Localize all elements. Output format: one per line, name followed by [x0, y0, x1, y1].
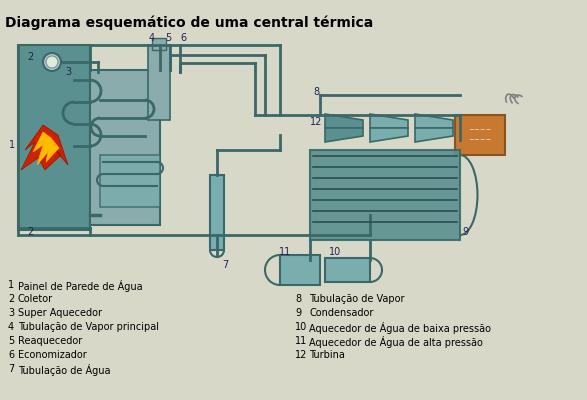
Text: 3: 3	[8, 308, 14, 318]
Text: Condensador: Condensador	[309, 308, 373, 318]
Text: 8: 8	[313, 87, 319, 97]
Bar	[152, 38, 166, 50]
Text: 7: 7	[8, 364, 14, 374]
Text: 2: 2	[27, 52, 33, 62]
Text: 7: 7	[222, 260, 228, 270]
Text: ~~~~: ~~~~	[468, 127, 492, 133]
Bar	[310, 150, 460, 240]
Text: 12: 12	[295, 350, 308, 360]
Text: 5: 5	[165, 33, 171, 43]
Text: Diagrama esquemático de uma central térmica: Diagrama esquemático de uma central térm…	[5, 15, 373, 30]
Text: Tubulação de Vapor principal: Tubulação de Vapor principal	[18, 322, 159, 332]
Text: Tubulação de Água: Tubulação de Água	[18, 364, 110, 376]
Bar	[280, 255, 320, 285]
Text: 9: 9	[295, 308, 301, 318]
Text: 10: 10	[295, 322, 307, 332]
Text: Aquecedor de Água de alta pressão: Aquecedor de Água de alta pressão	[309, 336, 483, 348]
Text: 11: 11	[279, 247, 291, 257]
Polygon shape	[370, 114, 408, 128]
Text: 12: 12	[310, 117, 322, 127]
Text: Coletor: Coletor	[18, 294, 53, 304]
Text: Economizador: Economizador	[18, 350, 87, 360]
Polygon shape	[370, 128, 408, 142]
Text: Aquecedor de Água de baixa pressão: Aquecedor de Água de baixa pressão	[309, 322, 491, 334]
Text: 8: 8	[295, 294, 301, 304]
Text: 10: 10	[329, 247, 341, 257]
Text: 6: 6	[8, 350, 14, 360]
Bar	[100, 155, 160, 207]
Bar	[148, 45, 170, 120]
Text: Reaquecedor: Reaquecedor	[18, 336, 82, 346]
Text: 1: 1	[9, 140, 15, 150]
Bar	[325, 258, 370, 282]
Polygon shape	[415, 128, 453, 142]
Text: 4: 4	[8, 322, 14, 332]
Bar	[18, 45, 90, 230]
Text: ~~~~: ~~~~	[468, 137, 492, 143]
Polygon shape	[21, 125, 68, 170]
Text: 4: 4	[149, 33, 155, 43]
Text: 3: 3	[65, 67, 71, 77]
Bar	[455, 115, 505, 155]
Bar	[90, 70, 160, 225]
Text: 6: 6	[180, 33, 186, 43]
Text: Tubulação de Vapor: Tubulação de Vapor	[309, 294, 404, 304]
Text: 2: 2	[8, 294, 14, 304]
Text: 1: 1	[8, 280, 14, 290]
Polygon shape	[415, 114, 453, 128]
Polygon shape	[33, 132, 59, 165]
Circle shape	[43, 53, 61, 71]
Text: 11: 11	[295, 336, 307, 346]
Text: Super Aquecedor: Super Aquecedor	[18, 308, 102, 318]
Text: 2: 2	[27, 227, 33, 237]
Polygon shape	[325, 114, 363, 128]
Text: 9: 9	[462, 227, 468, 237]
Circle shape	[46, 56, 58, 68]
Bar	[210, 175, 224, 250]
Polygon shape	[325, 128, 363, 142]
Text: Turbina: Turbina	[309, 350, 345, 360]
Text: 5: 5	[8, 336, 14, 346]
Text: Painel de Parede de Água: Painel de Parede de Água	[18, 280, 143, 292]
